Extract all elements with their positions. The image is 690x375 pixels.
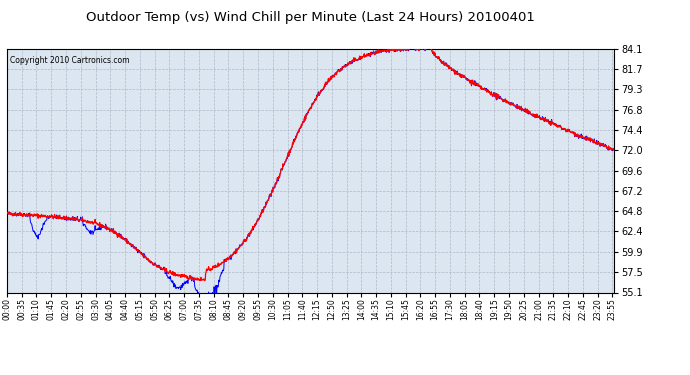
Text: Outdoor Temp (vs) Wind Chill per Minute (Last 24 Hours) 20100401: Outdoor Temp (vs) Wind Chill per Minute …	[86, 11, 535, 24]
Text: Copyright 2010 Cartronics.com: Copyright 2010 Cartronics.com	[10, 56, 130, 65]
